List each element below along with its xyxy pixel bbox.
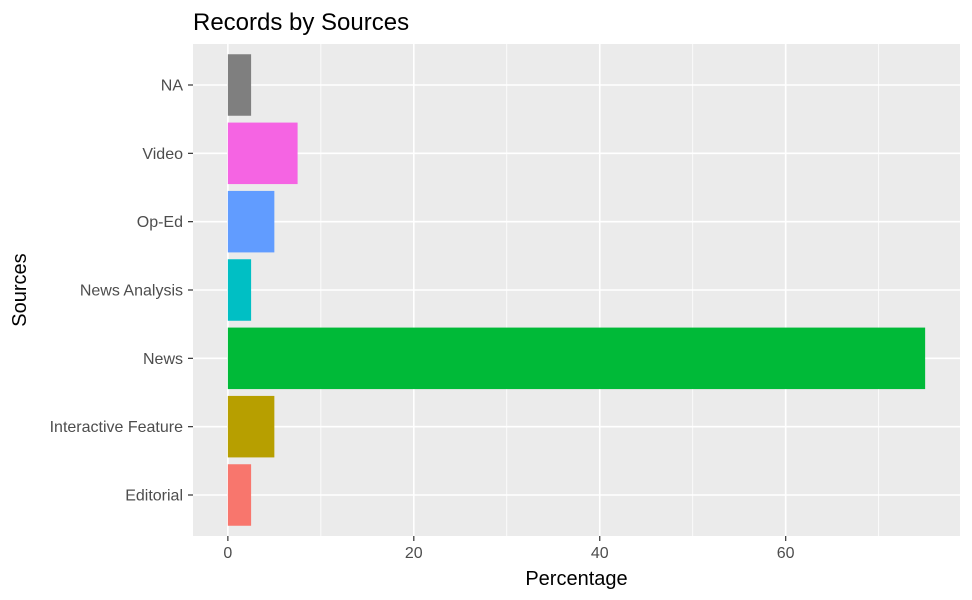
- x-tick-label: 60: [777, 545, 795, 562]
- bar-news-analysis: [227, 259, 252, 321]
- y-tick-label: Editorial: [125, 488, 183, 505]
- y-axis: Editorial Interactive Feature News News Ana…: [50, 78, 193, 505]
- bar-op-ed: [227, 190, 275, 253]
- x-tick-label: 20: [405, 545, 423, 562]
- y-tick-label: Video: [142, 146, 183, 163]
- bars-group: [227, 54, 926, 526]
- x-axis: 0 20 40 60: [223, 536, 795, 562]
- y-tick-label: News Analysis: [80, 283, 183, 300]
- y-tick-label: News: [143, 351, 183, 368]
- y-tick-label: Interactive Feature: [50, 419, 184, 436]
- bar-editorial: [227, 464, 252, 526]
- y-axis-title: Sources: [9, 253, 31, 326]
- y-tick-label: NA: [161, 78, 184, 95]
- chart-title: Records by Sources: [193, 9, 409, 36]
- bar-na: [227, 54, 252, 116]
- x-tick-label: 40: [591, 545, 609, 562]
- y-tick-label: Op-Ed: [137, 214, 183, 231]
- bar-interactive-feature: [227, 395, 275, 458]
- bar-news: [227, 327, 926, 390]
- x-tick-label: 0: [223, 545, 232, 562]
- x-axis-title: Percentage: [525, 568, 627, 590]
- bar-video: [227, 122, 298, 185]
